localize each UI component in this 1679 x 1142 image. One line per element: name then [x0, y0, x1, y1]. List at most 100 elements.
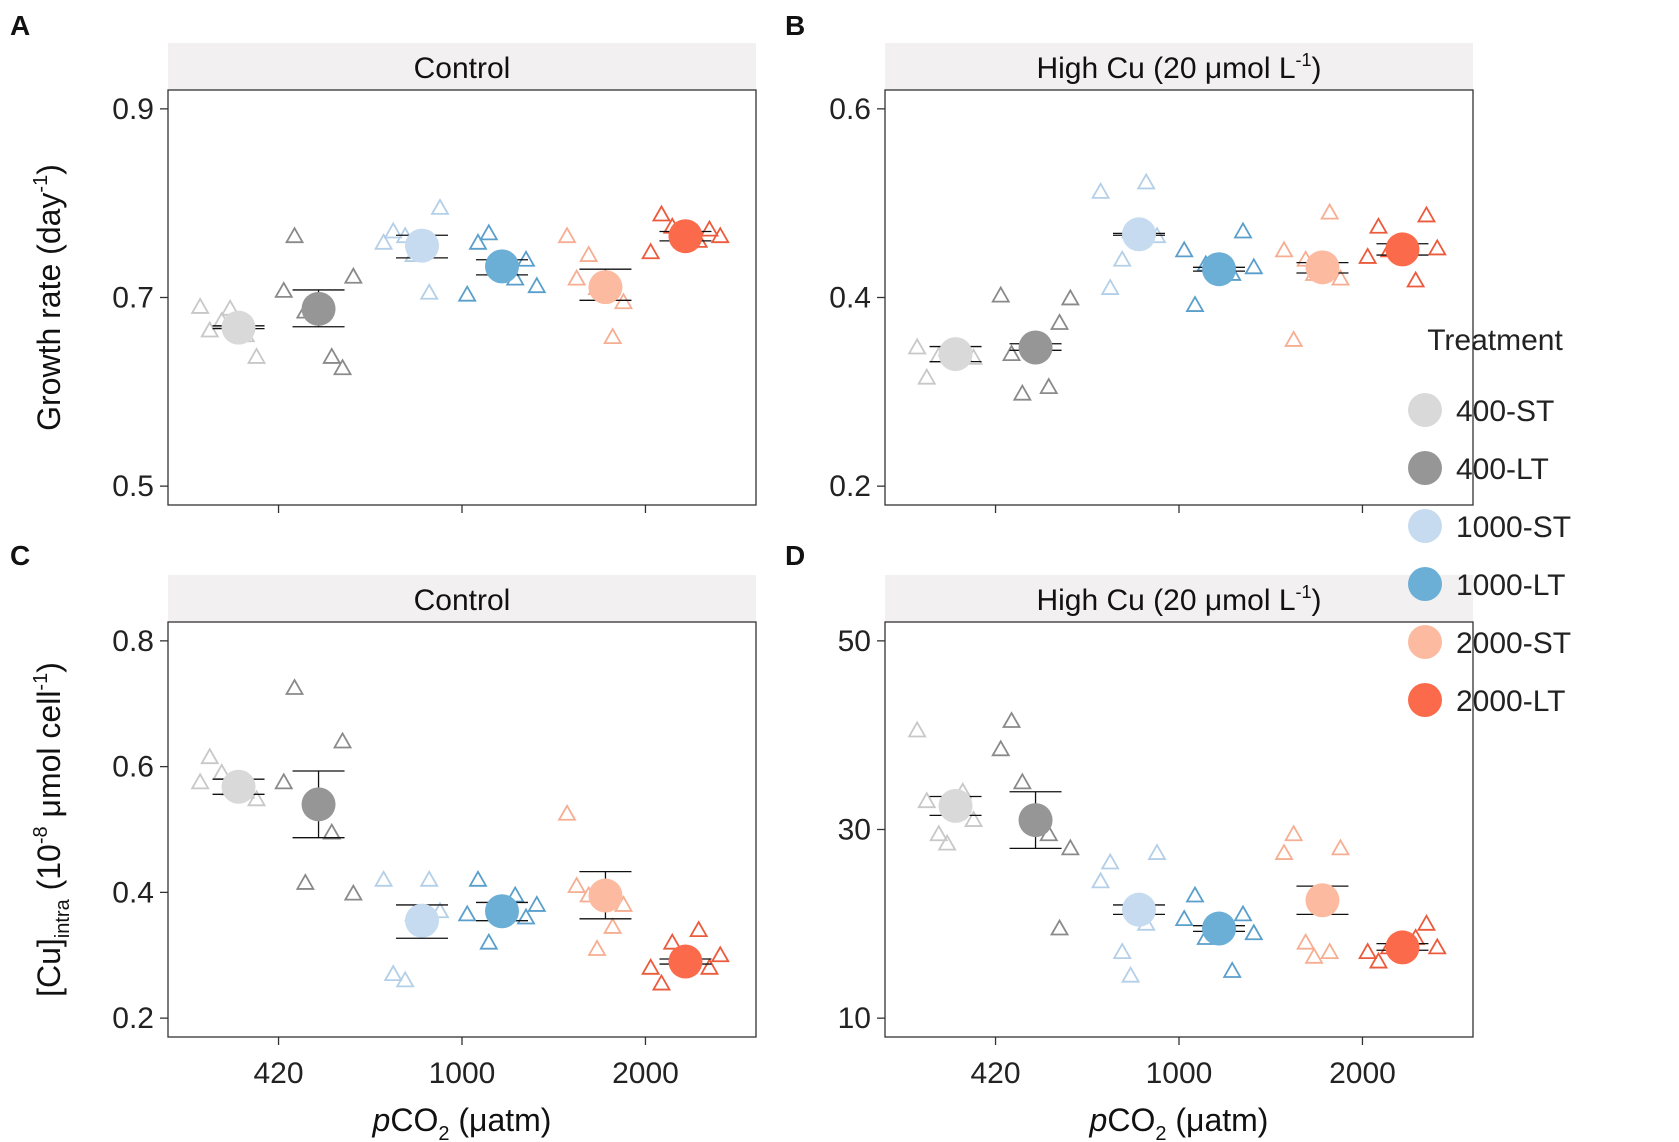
- mean-point: [485, 249, 519, 284]
- replicate-point: [295, 873, 315, 890]
- replicate-point: [479, 932, 499, 950]
- series-400-ST: [190, 747, 267, 807]
- replicate-point: [641, 242, 661, 260]
- replicate-point: [200, 747, 220, 765]
- replicate-point: [917, 367, 937, 385]
- panel-B: B High Cu (20 μmol L-1) 0.2 0.4 0.6: [785, 10, 1474, 513]
- replicate-point: [468, 869, 488, 887]
- panel-label: D: [785, 540, 805, 571]
- legend-swatch: [1408, 393, 1442, 427]
- strip-title: High Cu (20 μmol L-1): [1036, 50, 1321, 85]
- mean-point: [301, 291, 336, 326]
- replicate-point: [343, 883, 363, 901]
- replicate-point: [468, 232, 488, 250]
- replicate-point: [1330, 268, 1351, 286]
- mean-point: [1305, 250, 1340, 285]
- mean-point: [1305, 883, 1340, 918]
- legend-item-2000-LT: 2000-LT: [1408, 683, 1566, 718]
- x-tick-label: 1000: [429, 1057, 496, 1090]
- replicate-point: [907, 337, 927, 355]
- replicate-point: [322, 347, 342, 364]
- legend-label: 2000-LT: [1456, 685, 1566, 718]
- legend: Treatment 400-ST 400-LT 1000-ST 1000-LT 2000…: [1408, 324, 1571, 718]
- replicate-point: [1416, 205, 1437, 223]
- replicate-point: [963, 810, 984, 827]
- replicate-point: [1320, 202, 1340, 220]
- replicate-point: [1416, 914, 1437, 931]
- y-tick-label: 50: [838, 625, 871, 658]
- replicate-point: [689, 920, 709, 938]
- series-1000-ST: [1091, 172, 1167, 295]
- series-400-LT: [991, 711, 1080, 936]
- series-400-ST: [190, 297, 267, 364]
- replicate-point: [1244, 257, 1264, 275]
- x-tick-label: 1000: [1146, 1057, 1213, 1090]
- legend-item-400-ST: 400-ST: [1408, 393, 1554, 428]
- replicate-point: [343, 266, 363, 284]
- y-tick-label: 0.2: [829, 470, 871, 503]
- y-tick-label: 30: [838, 814, 871, 847]
- replicate-point: [1147, 843, 1167, 860]
- series-1000-ST: [1091, 843, 1167, 983]
- mean-point: [301, 787, 336, 822]
- replicate-point: [1091, 182, 1111, 199]
- replicate-point: [1222, 961, 1242, 978]
- replicate-point: [190, 297, 210, 314]
- panel-D: D High Cu (20 μmol L-1) 10 30 50 420 1000 2000 p…: [785, 540, 1474, 1142]
- replicate-point: [1244, 923, 1264, 941]
- series-400-ST: [907, 720, 984, 851]
- replicate-point: [1001, 344, 1022, 361]
- series-1000-LT: [457, 869, 547, 950]
- replicate-point: [917, 791, 937, 809]
- mean-point: [221, 310, 256, 345]
- replicate-point: [1001, 711, 1022, 728]
- replicate-point: [274, 281, 294, 298]
- replicate-point: [457, 284, 477, 302]
- mean-point: [588, 878, 623, 913]
- panel-label: B: [785, 10, 805, 41]
- replicate-point: [603, 327, 623, 345]
- replicate-point: [1039, 377, 1059, 395]
- x-tick-label: 2000: [1329, 1057, 1396, 1090]
- mean-point: [1385, 930, 1420, 965]
- panel-label: C: [10, 540, 30, 571]
- replicate-point: [1233, 221, 1253, 239]
- replicate-point: [395, 970, 415, 988]
- replicate-point: [457, 904, 477, 922]
- replicate-point: [567, 268, 587, 286]
- replicate-point: [479, 223, 499, 241]
- legend-swatch: [1408, 683, 1442, 717]
- series-2000-ST: [557, 803, 634, 956]
- replicate-point: [557, 803, 577, 821]
- mean-point: [1018, 330, 1053, 365]
- replicate-point: [1368, 216, 1389, 234]
- replicate-point: [516, 907, 536, 925]
- replicate-point: [332, 731, 353, 749]
- y-tick-label: 0.4: [829, 282, 871, 315]
- replicate-point: [1136, 172, 1156, 190]
- replicate-point: [1320, 942, 1340, 960]
- replicate-point: [332, 358, 353, 376]
- panel-label: A: [10, 10, 30, 41]
- replicate-point: [200, 320, 220, 338]
- plot-frame: [884, 89, 1474, 506]
- mean-point: [1122, 892, 1156, 927]
- replicate-point: [587, 939, 607, 956]
- replicate-point: [699, 958, 720, 975]
- replicate-point: [274, 772, 294, 790]
- mean-point: [1122, 217, 1156, 252]
- mean-point: [1202, 252, 1236, 287]
- replicate-point: [246, 347, 267, 364]
- series-1000-ST: [374, 198, 450, 300]
- replicate-point: [929, 824, 949, 842]
- replicate-point: [383, 221, 403, 239]
- mean-point: [405, 228, 439, 263]
- replicate-point: [937, 833, 957, 851]
- replicate-point: [1060, 288, 1080, 306]
- replicate-point: [1049, 918, 1070, 936]
- replicate-point: [651, 973, 672, 991]
- replicate-point: [1330, 838, 1351, 856]
- replicate-point: [1100, 278, 1120, 295]
- replicate-point: [1060, 838, 1080, 856]
- mean-point: [1018, 803, 1053, 838]
